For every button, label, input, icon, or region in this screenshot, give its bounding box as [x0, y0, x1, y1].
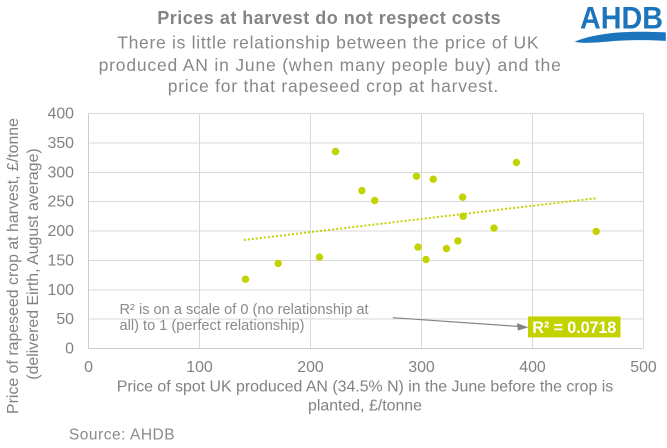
- svg-text:200: 200: [297, 359, 324, 376]
- svg-text:all) to 1 (perfect relationshi: all) to 1 (perfect relationship): [120, 318, 305, 334]
- svg-text:250: 250: [47, 194, 74, 211]
- svg-text:500: 500: [630, 359, 657, 376]
- svg-text:planted, £/tonne: planted, £/tonne: [308, 398, 422, 415]
- svg-text:Prices at harvest do not respe: Prices at harvest do not respect costs: [157, 8, 500, 28]
- svg-text:Source: AHDB: Source: AHDB: [69, 426, 175, 443]
- svg-text:350: 350: [47, 135, 74, 152]
- svg-text:0: 0: [84, 359, 93, 376]
- svg-text:R² is on a scale of 0 (no rela: R² is on a scale of 0 (no relationship a…: [120, 302, 369, 318]
- svg-text:R² = 0.0718: R² = 0.0718: [532, 319, 616, 337]
- svg-text:200: 200: [47, 223, 74, 240]
- svg-text:There is little relationship b: There is little relationship between the…: [117, 32, 539, 52]
- svg-text:Price of spot UK produced AN (: Price of spot UK produced AN (34.5% N) i…: [117, 378, 613, 395]
- svg-text:400: 400: [519, 359, 546, 376]
- svg-text:50: 50: [56, 311, 74, 328]
- svg-text:150: 150: [47, 252, 74, 269]
- svg-text:300: 300: [408, 359, 435, 376]
- svg-text:price for that rapeseed crop a: price for that rapeseed crop at harvest.: [168, 76, 499, 96]
- svg-text:300: 300: [47, 164, 74, 181]
- svg-text:AHDB: AHDB: [580, 0, 663, 35]
- svg-text:0: 0: [65, 341, 74, 358]
- svg-text:100: 100: [47, 282, 74, 299]
- svg-text:produced AN in June (when many: produced AN in June (when many people bu…: [99, 55, 561, 75]
- svg-text:Price of rapeseed crop at harv: Price of rapeseed crop at harvest, £/ton…: [5, 118, 22, 414]
- svg-text:100: 100: [186, 359, 213, 376]
- svg-text:400: 400: [47, 106, 74, 123]
- svg-text:(delivered Eirth, August avera: (delivered Eirth, August average): [25, 148, 42, 379]
